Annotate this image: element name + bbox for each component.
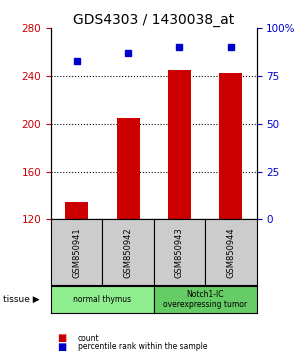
Bar	[65, 201, 88, 219]
Text: normal thymus: normal thymus	[73, 295, 131, 304]
Bar	[116, 118, 140, 219]
Bar	[168, 70, 191, 219]
Text: GSM850944: GSM850944	[226, 227, 235, 278]
Text: ■: ■	[57, 333, 66, 343]
Text: GSM850942: GSM850942	[124, 227, 133, 278]
Text: count: count	[78, 333, 100, 343]
Text: ■: ■	[57, 342, 66, 352]
Text: GSM850943: GSM850943	[175, 227, 184, 278]
Text: tissue ▶: tissue ▶	[3, 295, 40, 304]
Text: Notch1-IC
overexpressing tumor: Notch1-IC overexpressing tumor	[163, 290, 247, 309]
Text: percentile rank within the sample: percentile rank within the sample	[78, 342, 208, 352]
Bar	[219, 73, 242, 219]
Title: GDS4303 / 1430038_at: GDS4303 / 1430038_at	[73, 13, 234, 27]
Text: GSM850941: GSM850941	[72, 227, 81, 278]
